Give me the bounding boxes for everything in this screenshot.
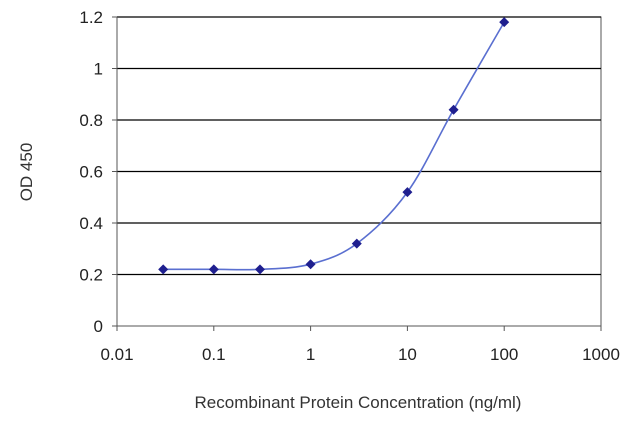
data-point — [158, 264, 169, 275]
x-tick-label: 10 — [398, 345, 417, 364]
x-tick-label: 100 — [490, 345, 518, 364]
data-point — [208, 264, 219, 275]
x-tick-label: 1000 — [582, 345, 620, 364]
y-tick-label: 0.6 — [79, 163, 103, 182]
x-tick-label: 0.01 — [100, 345, 133, 364]
y-axis-title: OD 450 — [17, 143, 36, 202]
y-tick-label: 1 — [94, 60, 103, 79]
data-point — [499, 17, 510, 28]
y-tick-label: 1.2 — [79, 8, 103, 27]
data-point — [351, 238, 362, 249]
data-point — [254, 264, 265, 275]
y-tick-label: 0.4 — [79, 214, 103, 233]
data-point — [305, 259, 316, 270]
data-points — [158, 17, 510, 275]
data-point — [448, 104, 459, 115]
x-tick-label: 0.1 — [202, 345, 226, 364]
data-point — [402, 187, 413, 198]
x-axis-title: Recombinant Protein Concentration (ng/ml… — [195, 393, 522, 412]
y-tick-label: 0 — [94, 317, 103, 336]
grid-lines — [117, 16, 601, 276]
y-tick-label: 0.8 — [79, 111, 103, 130]
y-axis-ticks: 0 0.2 0.4 0.6 0.8 1 1.2 — [79, 8, 118, 336]
y-tick-label: 0.2 — [79, 266, 103, 285]
x-axis-ticks: 0.01 0.1 1 10 100 1000 — [100, 325, 620, 364]
x-tick-label: 1 — [306, 345, 315, 364]
